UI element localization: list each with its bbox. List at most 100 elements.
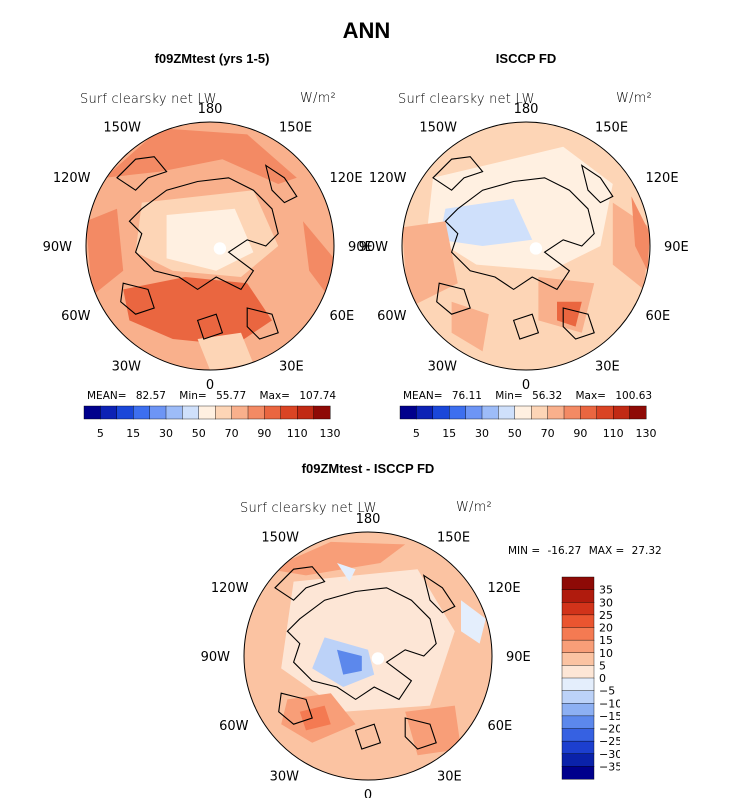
coastline xyxy=(264,164,298,204)
colorbar-swatch xyxy=(561,614,595,629)
colorbar-swatch xyxy=(612,405,631,420)
field-contour-region xyxy=(631,196,650,271)
colorbar-swatch xyxy=(561,740,595,755)
panel-1-stats: MEAN= 82.57 Min= 55.77 Max= 107.74 xyxy=(87,390,336,402)
colorbar-swatch xyxy=(547,405,565,420)
shaded-field xyxy=(86,122,334,370)
colorbar-tick-label: 90 xyxy=(573,427,587,440)
panel-2-title: ISCCP FD xyxy=(495,51,557,66)
longitude-tick-label: 90W xyxy=(201,650,231,665)
colorbar-swatch xyxy=(432,405,450,420)
longitude-tick-label: 60W xyxy=(61,309,91,324)
field-contour-region xyxy=(439,198,533,246)
panel-1-title: f09ZMtest (yrs 1-5) xyxy=(154,51,270,66)
longitude-tick-label: 150E xyxy=(437,531,470,546)
colorbar-swatch xyxy=(561,690,595,704)
longitude-tick-label: 0 xyxy=(522,378,530,390)
longitude-tick-label: 180 xyxy=(514,102,539,117)
field-contour-region xyxy=(299,705,331,731)
pole-marker xyxy=(213,242,227,255)
longitude-tick-label: 150E xyxy=(595,121,628,136)
panel-1-polar-map: 180 150E 120E 90E 60E 30E 0 30W 60W 90W 120W 150W xyxy=(43,102,373,390)
colorbar-swatch xyxy=(596,405,614,420)
colorbar-swatch xyxy=(449,405,467,420)
longitude-tick-label: 30E xyxy=(437,770,462,785)
colorbar-tick-label: 35 xyxy=(599,584,613,597)
panel-3-title: f09ZMtest - ISCCP FD xyxy=(301,461,435,476)
colorbar-tick-label: 10 xyxy=(599,647,613,660)
longitude-tick-label: 0 xyxy=(364,788,372,798)
panel-3-units: W/m² xyxy=(456,500,492,515)
longitude-tick-label: 120W xyxy=(369,171,407,186)
colorbar-tick-label: 5 xyxy=(97,427,104,440)
colorbar-swatch xyxy=(498,405,516,420)
panel-2-field-label: Surf clearsky net LW xyxy=(398,92,535,107)
longitude-tick-label: 150W xyxy=(261,531,299,546)
panel-2-min-value: 56.32 xyxy=(532,390,563,402)
panel-2-min-label: Min= xyxy=(495,390,523,402)
coastline xyxy=(422,574,456,614)
longitude-tick-label: 90W xyxy=(43,240,73,255)
colorbar-swatch xyxy=(580,405,598,420)
colorbar-tick-label: 130 xyxy=(320,427,341,440)
colorbar-tick-label: 50 xyxy=(192,427,206,440)
colorbar-swatch xyxy=(561,652,595,666)
map-boundary xyxy=(401,121,651,371)
panel-3-min-value: -16.27 xyxy=(547,545,582,557)
colorbar-swatch xyxy=(561,602,595,616)
panel-1-mean-value: 82.57 xyxy=(135,390,166,402)
colorbar-tick-label: 50 xyxy=(508,427,522,440)
colorbar-tick-label: 130 xyxy=(636,427,657,440)
longitude-tick-label: 120E xyxy=(646,171,679,186)
field-contour-region xyxy=(86,208,124,296)
colorbar-swatch xyxy=(561,639,595,654)
colorbar-tick-label: 0 xyxy=(599,672,606,685)
coastline xyxy=(432,156,484,191)
colorbar-tick-label: −10 xyxy=(599,697,620,710)
longitude-tick-label: 150W xyxy=(103,121,141,136)
colorbar-swatch xyxy=(247,405,265,420)
colorbar-tick-label: −5 xyxy=(599,685,615,698)
coastline xyxy=(580,164,614,204)
colorbar-swatch xyxy=(530,405,549,420)
coastline xyxy=(354,723,382,750)
coastline xyxy=(512,313,540,340)
colorbar-swatch xyxy=(165,405,183,420)
colorbar-swatch xyxy=(116,405,134,420)
coastline xyxy=(562,307,595,340)
panel-2-mean-label: MEAN= xyxy=(403,390,443,402)
longitude-tick-label: 30W xyxy=(112,360,142,375)
longitude-tick-label: 150E xyxy=(279,121,312,136)
colorbar-swatch xyxy=(563,405,581,420)
field-contour-region xyxy=(303,221,334,296)
colorbar-swatch xyxy=(399,405,417,420)
coastline xyxy=(436,282,471,315)
panel-2-polar-map: 180 150E 120E 90E 60E 30E 0 30W 60W 90W 120W 150W xyxy=(359,102,689,390)
longitude-tick-label: 180 xyxy=(198,102,223,117)
colorbar-tick-label: 110 xyxy=(603,427,624,440)
colorbar-swatch xyxy=(416,405,434,420)
colorbar-swatch xyxy=(481,405,499,420)
colorbar-swatch xyxy=(100,405,118,420)
shaded-field xyxy=(402,122,650,370)
colorbar-tick-label: 5 xyxy=(599,659,606,672)
panel-1-units: W/m² xyxy=(300,91,336,106)
colorbar-tick-label: −30 xyxy=(599,748,620,761)
panel-3-field-label: Surf clearsky net LW xyxy=(240,501,377,516)
panel-2-units: W/m² xyxy=(616,91,652,106)
longitude-tick-label: 30E xyxy=(595,360,620,375)
panel-1-min-value: 55.77 xyxy=(216,390,247,402)
shaded-field xyxy=(244,532,492,780)
panel-1-field-label: Surf clearsky net LW xyxy=(80,92,217,107)
colorbar-swatch xyxy=(561,589,595,603)
colorbar-swatch xyxy=(465,405,483,420)
colorbar-swatch xyxy=(561,576,595,591)
coastline xyxy=(274,566,326,601)
coastline xyxy=(246,307,279,340)
colorbar-tick-label: −35 xyxy=(599,760,620,773)
longitude-tick-label: 60W xyxy=(219,719,249,734)
longitude-tick-label: 60E xyxy=(488,719,513,734)
panel-3-max-label: MAX = xyxy=(588,545,625,557)
colorbar-swatch xyxy=(561,728,595,742)
